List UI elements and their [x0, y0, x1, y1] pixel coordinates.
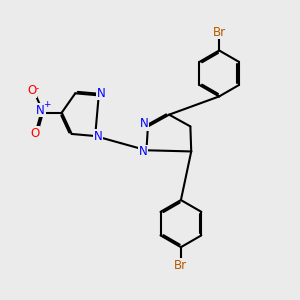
Text: N: N — [36, 104, 45, 117]
Text: N: N — [97, 87, 106, 100]
Text: N: N — [94, 130, 103, 142]
Text: N: N — [140, 117, 149, 130]
Text: Br: Br — [174, 259, 188, 272]
Text: -: - — [36, 84, 39, 93]
Text: N: N — [139, 145, 147, 158]
Text: Br: Br — [213, 26, 226, 39]
Text: O: O — [27, 84, 36, 97]
Text: O: O — [30, 127, 39, 140]
Text: +: + — [43, 100, 50, 109]
